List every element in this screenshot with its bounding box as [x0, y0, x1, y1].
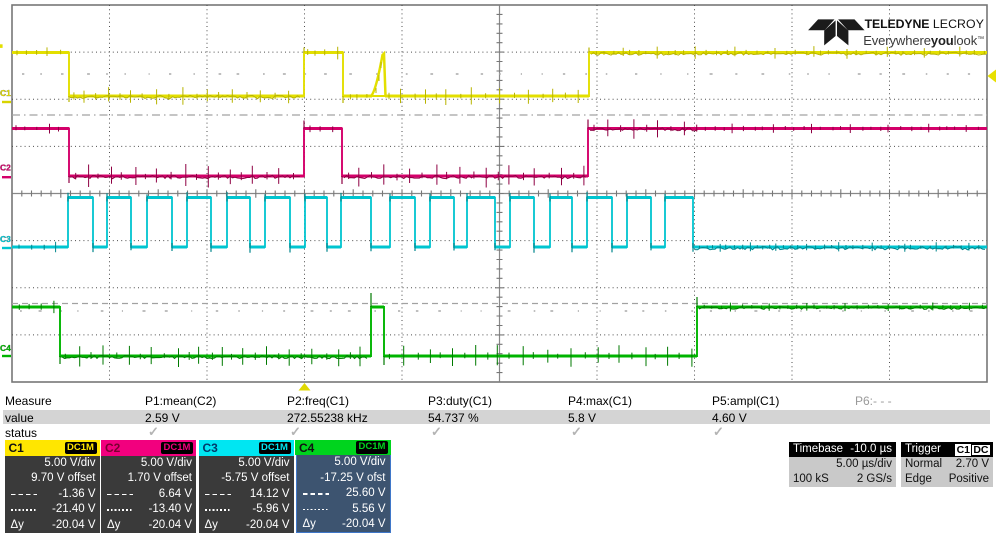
svg-text:C3: C3 — [0, 234, 11, 244]
svg-text:C1: C1 — [0, 88, 11, 98]
svg-text:C4: C4 — [0, 343, 11, 353]
svg-text:C2: C2 — [0, 163, 11, 173]
